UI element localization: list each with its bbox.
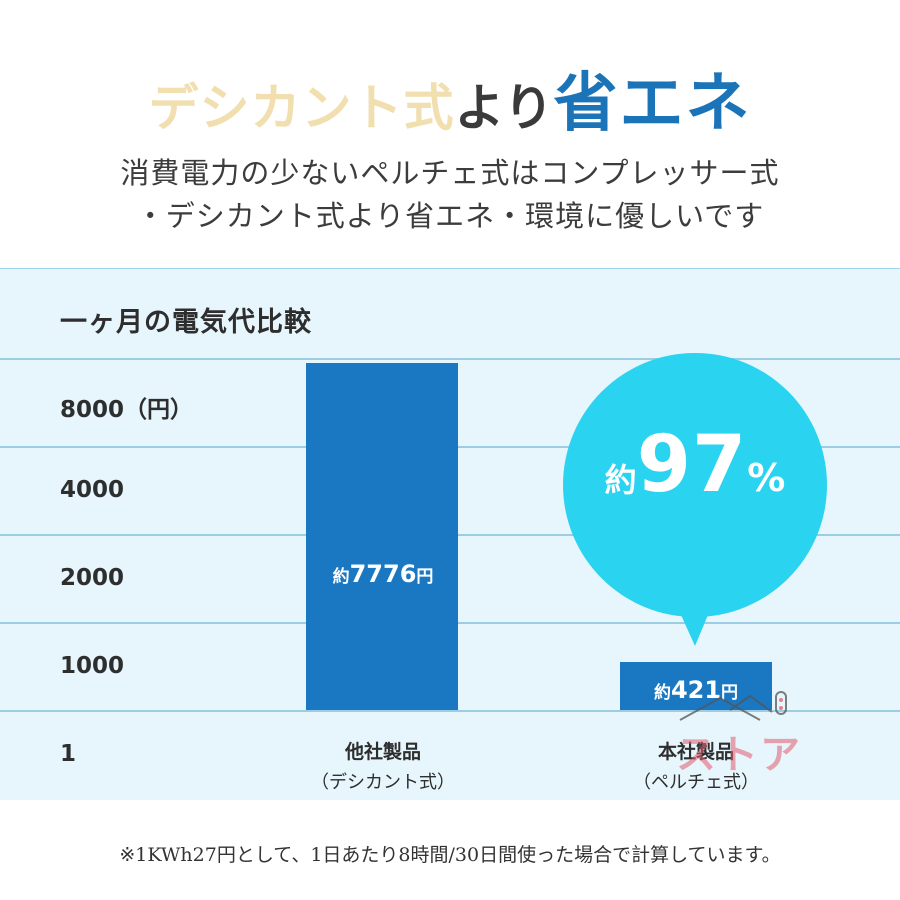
y-tick-label: 8000（円） (60, 397, 194, 423)
headline: デシカント式より省エネ (0, 52, 900, 144)
store-logo-watermark (679, 691, 787, 721)
footnote: ※1KWh27円として、1日あたり8時間/30日間使った場合で計算しています。 (119, 844, 781, 866)
category-label-other-product: 他社製品 （デシカント式） (311, 741, 455, 793)
headline-part-desiccant: デシカント式 (148, 79, 455, 137)
headline-part-energy-saving: 省エネ (553, 67, 752, 141)
chart-title: 一ヶ月の電気代比較 (60, 307, 312, 338)
callout-bubble-circle (563, 353, 827, 617)
data-label-other-product: 約7776円 (332, 560, 434, 588)
gridline (0, 358, 900, 360)
subtitle-line-2: ・デシカント式より省エネ・環境に優しいです (135, 199, 765, 233)
category-label-our-product: 本社製品 （ペルチェ式） (633, 741, 759, 793)
gridline (0, 710, 900, 712)
callout-bubble (563, 353, 827, 646)
bar-our-product (620, 662, 772, 710)
y-tick-label: 4000 (60, 477, 125, 503)
bar-other-product (306, 362, 458, 710)
store-logo-text: ストア (676, 732, 802, 778)
headline-part-yori: より (454, 79, 554, 137)
callout-percentage: 約97% (604, 420, 786, 510)
y-tick-label: 2000 (60, 565, 125, 591)
y-tick-label: 1 (60, 741, 77, 767)
y-tick-label: 1000 (60, 653, 125, 679)
data-label-our-product: 約421円 (653, 676, 739, 704)
subtitle-line-1: 消費電力の少ないペルチェ式はコンプレッサー式 (120, 156, 780, 190)
